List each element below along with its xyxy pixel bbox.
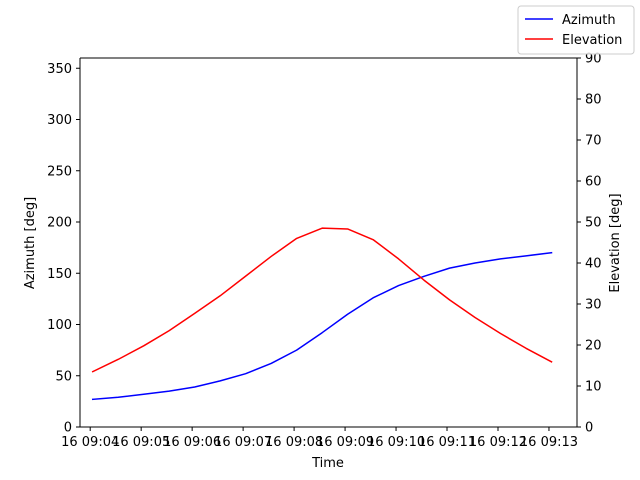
legend-label-elevation: Elevation [562,33,622,48]
y-right-tick-label: 0 [585,421,593,436]
y-right-tick-label: 30 [585,298,602,313]
legend: Azimuth Elevation [517,5,635,55]
x-axis-title: Time [311,456,344,471]
y-axis-left-title: Azimuth [deg] [23,197,38,289]
y-left-tick-label: 0 [64,421,72,436]
x-tick-label: 16 09:12 [469,435,527,450]
x-tick-label: 16 09:10 [367,435,425,450]
y-left-tick-label: 250 [47,164,72,179]
y-axis-right-title: Elevation [deg] [608,193,623,292]
y-left-tick-label: 50 [55,369,72,384]
x-tick-label: 16 09:07 [214,435,272,450]
y-right-tick-label: 80 [585,93,602,108]
x-tick-label: 16 09:09 [316,435,374,450]
y-right-tick-label: 90 [585,52,602,67]
y-left-tick-label: 300 [47,113,72,128]
y-right-tick-label: 50 [585,216,602,231]
x-tick-label: 16 09:11 [418,435,476,450]
x-tick-label: 16 09:13 [520,435,578,450]
y-left-tick-label: 150 [47,267,72,282]
y-right-tick-label: 10 [585,380,602,395]
series-line-elevation [91,227,553,373]
x-tick-label: 16 09:05 [112,435,170,450]
plot-area [91,227,553,401]
y-left-tick-label: 350 [47,62,72,77]
legend-label-azimuth: Azimuth [562,13,616,28]
y-right-tick-label: 20 [585,339,602,354]
legend-box [517,5,635,55]
y-left-tick-label: 100 [47,318,72,333]
y-right-tick-label: 70 [585,134,602,149]
y-right-tick-label: 40 [585,257,602,272]
series-line-azimuth [91,251,553,401]
x-tick-label: 16 09:08 [265,435,323,450]
x-tick-label: 16 09:04 [61,435,119,450]
y-right-tick-label: 60 [585,175,602,190]
y-left-tick-label: 200 [47,216,72,231]
x-tick-label: 16 09:06 [163,435,221,450]
